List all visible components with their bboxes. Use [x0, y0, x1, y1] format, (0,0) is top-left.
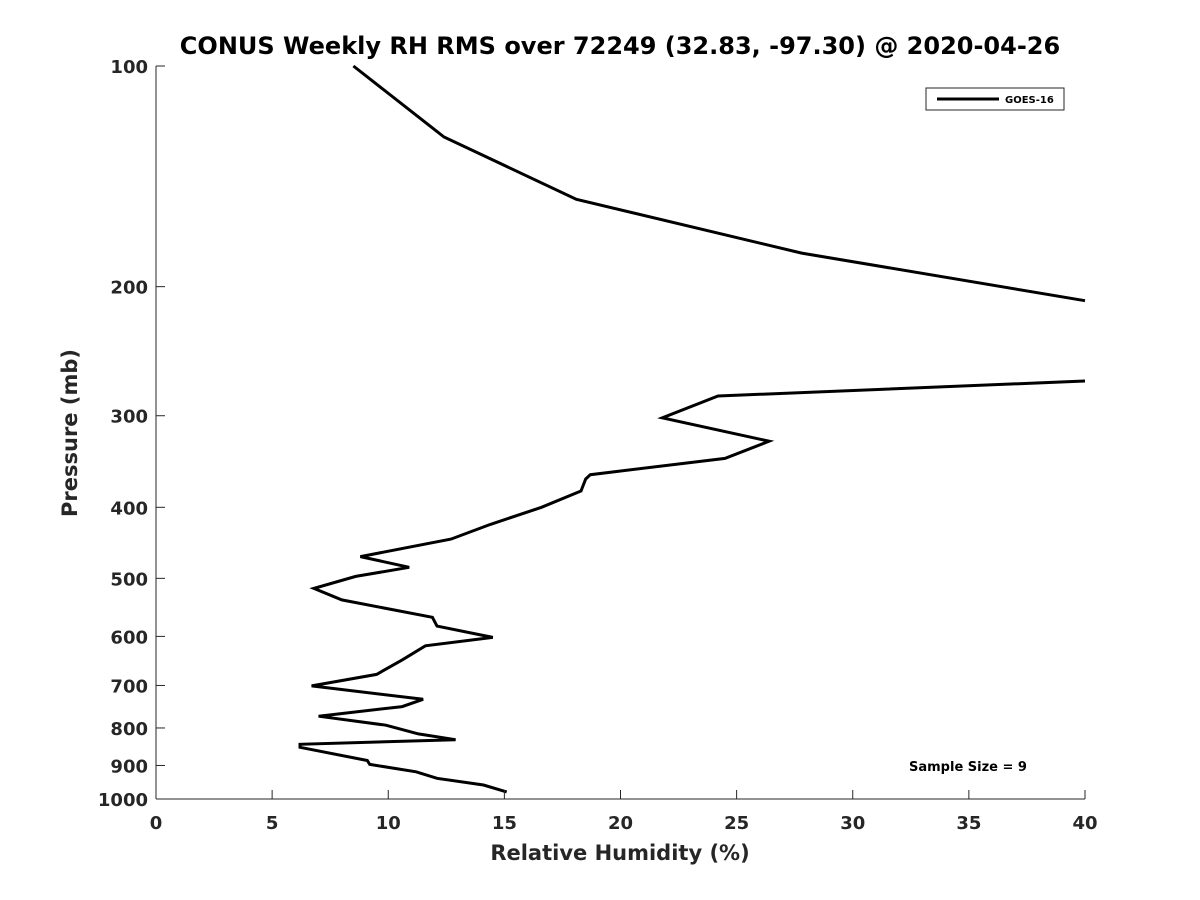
y-tick-label: 900: [110, 756, 148, 777]
x-axis-label: Relative Humidity (%): [490, 841, 749, 865]
chart-title: CONUS Weekly RH RMS over 72249 (32.83, -…: [180, 32, 1060, 60]
x-tick-label: 40: [1072, 813, 1097, 834]
y-tick-label: 300: [110, 407, 148, 428]
series-line-goes-16: [298, 64, 1086, 794]
x-tick-label: 10: [376, 813, 401, 834]
x-tick-label: 0: [150, 813, 163, 834]
x-tick-label: 35: [956, 813, 981, 834]
y-tick-label: 500: [110, 569, 148, 590]
y-tick-label: 200: [110, 278, 148, 299]
x-tick-label: 5: [266, 813, 279, 834]
x-tick-label: 15: [492, 813, 517, 834]
x-tick-label: 25: [724, 813, 749, 834]
y-tick-label: 700: [110, 676, 148, 697]
y-tick-label: 400: [110, 498, 148, 519]
y-tick-label: 1000: [98, 790, 148, 811]
y-tick-label: 800: [110, 719, 148, 740]
legend-label-goes-16: GOES-16: [1005, 95, 1054, 106]
x-tick-label: 20: [608, 813, 633, 834]
y-axis-label: Pressure (mb): [58, 349, 82, 517]
legend: GOES-16: [925, 87, 1065, 111]
y-tick-label: 600: [110, 627, 148, 648]
axes: 0 5 10 15 20 25 30 35 40 100 200 300 400 500 600 700 800…: [98, 57, 1098, 834]
plot-area: [298, 64, 1086, 794]
x-tick-label: 30: [840, 813, 865, 834]
sample-size-annotation: Sample Size = 9: [909, 760, 1027, 775]
y-tick-label: 100: [110, 57, 148, 78]
